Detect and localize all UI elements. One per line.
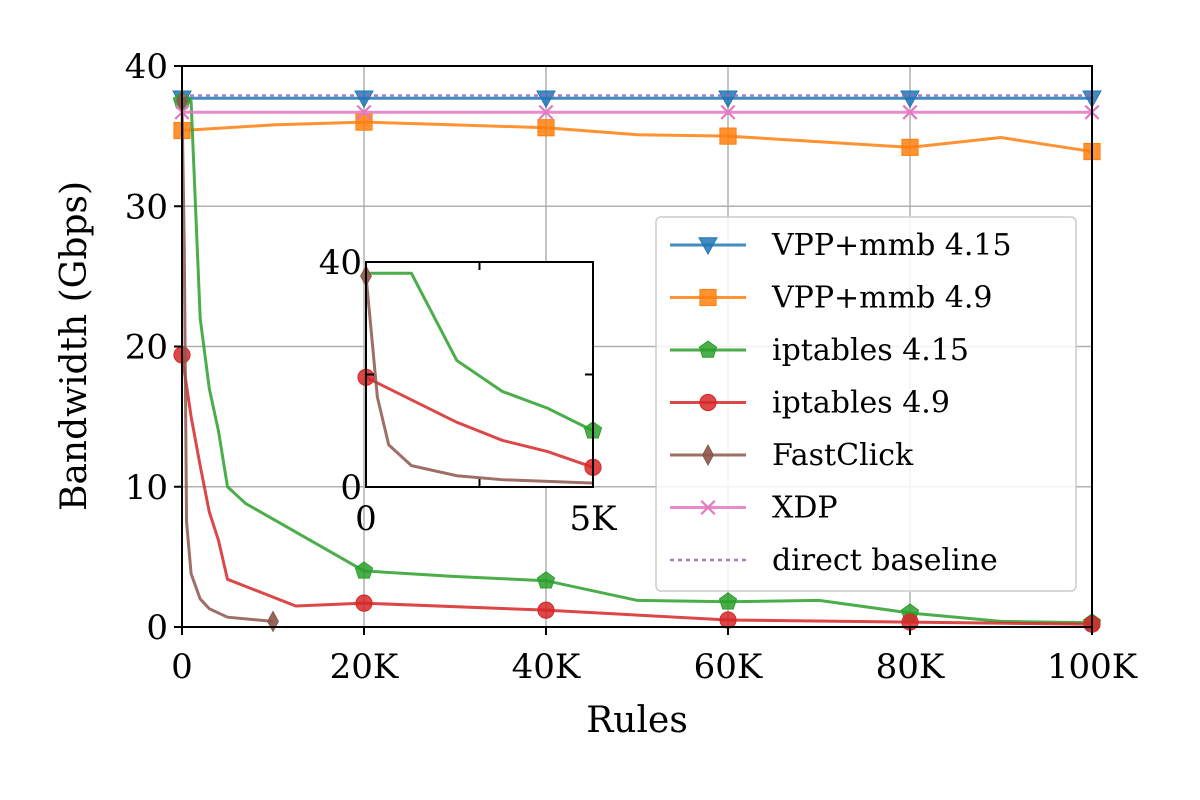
legend-marker — [702, 444, 714, 466]
x-tick-label: 80K — [876, 647, 945, 687]
inset-series — [357, 265, 603, 485]
data-point-vpp-mmb-4-9 — [901, 138, 919, 156]
y-tick-label: 30 — [125, 187, 168, 227]
legend-label: VPP+mmb 4.15 — [771, 228, 1012, 263]
legend: VPP+mmb 4.15 VPP+mmb 4.9 iptables 4.15 ipta… — [655, 216, 1077, 592]
data-point-xdp — [720, 104, 736, 120]
series-line-vpp-mmb-4-9 — [181, 120, 1093, 154]
y-tick-label: 20 — [125, 328, 168, 368]
inset-plot: 0 5K 0 40 — [319, 243, 617, 539]
legend-item-direct-baseline: direct baseline — [670, 543, 998, 578]
x-tick-label: 60K — [694, 647, 763, 687]
inset-line-fastclick — [364, 275, 594, 485]
legend-label: FastClick — [772, 438, 914, 473]
data-point-iptables-4-15 — [718, 592, 738, 610]
x-tick-label: 40K — [512, 647, 581, 687]
inset-y-tick-label: 40 — [319, 243, 362, 283]
x-tick-label: 0 — [171, 647, 193, 687]
inset-ticks: 0 5K 0 40 — [319, 243, 617, 539]
legend-item-fastclick: FastClick — [670, 438, 914, 473]
series-line-iptables-4-9 — [180, 354, 1093, 626]
legend-item-vpp-mmb-4-15: VPP+mmb 4.15 — [670, 228, 1012, 263]
legend-label: iptables 4.9 — [772, 386, 950, 421]
y-tick-label: 0 — [146, 608, 168, 648]
inset-y-tick-label: 0 — [340, 468, 362, 508]
legend-item-vpp-mmb-4-9: VPP+mmb 4.9 — [670, 281, 993, 316]
series-fastclick — [176, 90, 279, 633]
legend-marker — [699, 288, 717, 307]
legend-label: VPP+mmb 4.9 — [771, 281, 993, 316]
legend-item-xdp: XDP — [670, 491, 838, 526]
legend-item-iptables-4-9: iptables 4.9 — [670, 386, 950, 421]
inset-x-tick-label: 5K — [569, 499, 617, 539]
series-line-iptables-4-15 — [182, 99, 1093, 625]
data-point-iptables-4-9 — [537, 601, 555, 619]
series-vpp-mmb-4-9 — [173, 113, 1101, 161]
data-point-iptables-4-15 — [536, 571, 556, 589]
main-axis-ticks: 0 20K 40K 60K 80K 100K 0 10 20 30 40 — [125, 47, 1138, 687]
data-point-vpp-mmb-4-9 — [355, 113, 373, 131]
legend-label: XDP — [772, 491, 838, 526]
series-xdp — [174, 104, 1100, 120]
data-point-xdp — [902, 104, 918, 120]
data-point-iptables-4-9 — [719, 611, 737, 629]
legend-label: iptables 4.15 — [772, 333, 969, 368]
legend-label: direct baseline — [772, 543, 998, 578]
x-axis-title: Rules — [586, 700, 688, 741]
data-point-xdp — [356, 104, 372, 120]
y-axis-title: Bandwidth (Gbps) — [54, 181, 95, 511]
data-point-vpp-mmb-4-9 — [537, 119, 555, 137]
data-point-iptables-4-15 — [354, 561, 374, 579]
data-point-iptables-4-9 — [355, 594, 373, 612]
inset-x-tick-label: 0 — [355, 499, 377, 539]
x-tick-label: 100K — [1047, 647, 1138, 687]
legend-marker — [699, 393, 717, 412]
y-tick-label: 40 — [125, 47, 168, 87]
legend-item-iptables-4-15: iptables 4.15 — [670, 333, 969, 368]
series-vpp-mmb-4-15 — [172, 90, 1102, 109]
inset-line-iptables-4-15 — [366, 271, 594, 433]
data-point-fastclick — [267, 610, 279, 633]
y-tick-label: 10 — [125, 468, 168, 508]
legend-marker — [698, 340, 718, 358]
x-tick-label: 20K — [330, 647, 399, 687]
legend-marker — [698, 237, 718, 256]
inset-line-iptables-4-9 — [365, 375, 594, 469]
legend-box — [655, 216, 1077, 592]
data-point-vpp-mmb-4-9 — [719, 127, 737, 145]
data-point-xdp — [538, 104, 554, 120]
data-point-vpp-mmb-4-15 — [718, 90, 738, 109]
legend-marker — [700, 499, 716, 516]
series-line-fastclick — [180, 101, 274, 623]
